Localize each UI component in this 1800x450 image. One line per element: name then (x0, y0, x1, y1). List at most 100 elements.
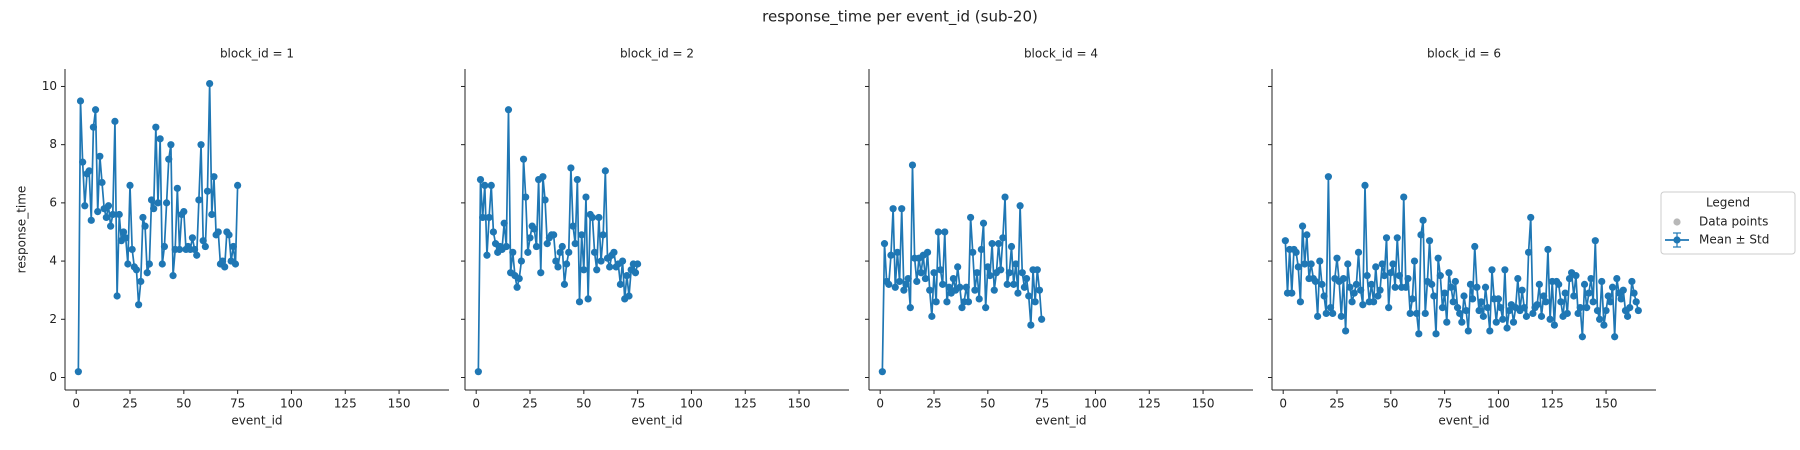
data-point (573, 175, 581, 184)
data-point (552, 257, 560, 265)
data-point (1303, 231, 1311, 239)
data-point (889, 205, 897, 213)
data-point (1281, 237, 1289, 245)
data-point (1337, 312, 1345, 320)
data-point (1333, 254, 1341, 262)
data-point (1540, 292, 1548, 300)
data-point (964, 298, 973, 306)
data-point (1344, 260, 1352, 268)
x-tick-label: 150 (1192, 397, 1215, 411)
data-point (575, 298, 584, 306)
data-point (111, 117, 119, 125)
x-tick-label: 50 (176, 397, 191, 411)
data-point (930, 269, 938, 277)
data-point (485, 213, 493, 222)
x-tick-label: 50 (980, 397, 995, 411)
data-point (623, 272, 631, 280)
data-point (1421, 309, 1429, 318)
data-point (122, 234, 130, 242)
x-tick-label: 150 (788, 397, 811, 411)
data-point (160, 242, 169, 251)
figure-title: response_time per event_id (sub-20) (762, 8, 1038, 27)
data-point (1294, 263, 1302, 271)
data-point (939, 280, 947, 288)
data-point (1499, 315, 1507, 323)
data-point (1395, 272, 1404, 280)
data-point (898, 205, 906, 213)
data-point (634, 260, 642, 268)
data-point (1475, 306, 1483, 315)
data-point (1533, 301, 1541, 309)
data-point (173, 184, 181, 192)
data-point (119, 228, 128, 236)
data-point (519, 155, 528, 163)
legend-title: Legend (1706, 196, 1750, 210)
data-point (926, 286, 934, 294)
data-point (1354, 248, 1363, 256)
y-tick-label: 10 (42, 79, 57, 93)
data-point (1022, 274, 1031, 283)
data-point (1462, 306, 1470, 315)
data-point (1503, 324, 1511, 332)
facet-title: block_id = 4 (1024, 47, 1098, 61)
data-point (1466, 280, 1475, 288)
data-point (1484, 304, 1492, 312)
data-point (988, 240, 996, 248)
data-point (210, 173, 218, 181)
data-point (887, 251, 895, 259)
data-point (1020, 283, 1029, 291)
data-point (932, 298, 940, 306)
data-point (479, 213, 487, 222)
data-point (958, 304, 966, 312)
data-point (1436, 272, 1444, 280)
data-point (1537, 312, 1546, 320)
data-point (1520, 304, 1528, 312)
data-point (537, 269, 545, 277)
data-point (597, 257, 605, 265)
data-point (1453, 304, 1462, 312)
data-point (601, 167, 609, 175)
data-point (977, 245, 985, 254)
y-tick-label: 8 (49, 137, 57, 151)
data-point (1518, 286, 1526, 294)
x-tick-label: 75 (230, 397, 245, 411)
data-point (580, 266, 588, 274)
data-point (509, 248, 517, 256)
data-point (1447, 283, 1455, 291)
series-line (881, 165, 1043, 372)
data-point (1542, 298, 1550, 306)
data-point (1585, 289, 1593, 297)
data-point (1038, 315, 1046, 323)
data-point (1557, 298, 1565, 306)
data-point (96, 152, 104, 160)
x-tick-label: 125 (1541, 397, 1564, 411)
data-point (928, 312, 936, 320)
data-point (1529, 309, 1537, 318)
data-point (115, 210, 123, 219)
data-point (139, 213, 147, 222)
x-tick-label: 0 (472, 397, 480, 411)
data-point (98, 178, 106, 187)
data-point (1445, 269, 1453, 277)
data-point (1606, 298, 1614, 306)
data-point (1469, 295, 1477, 303)
data-point (169, 272, 177, 280)
data-point (1322, 309, 1330, 318)
data-point (158, 260, 166, 268)
data-point (1578, 333, 1586, 341)
data-point (1369, 298, 1378, 306)
data-point (225, 231, 233, 239)
data-point (180, 208, 188, 216)
data-point (1479, 312, 1487, 320)
data-point (165, 155, 173, 163)
legend-box (1660, 191, 1796, 255)
data-point (156, 135, 164, 143)
data-point (1449, 298, 1457, 306)
data-point (1324, 173, 1332, 181)
data-point (610, 248, 618, 256)
x-tick-label: 125 (334, 397, 357, 411)
data-point (190, 245, 199, 254)
data-point (588, 213, 597, 222)
x-tick-label: 150 (1595, 397, 1618, 411)
